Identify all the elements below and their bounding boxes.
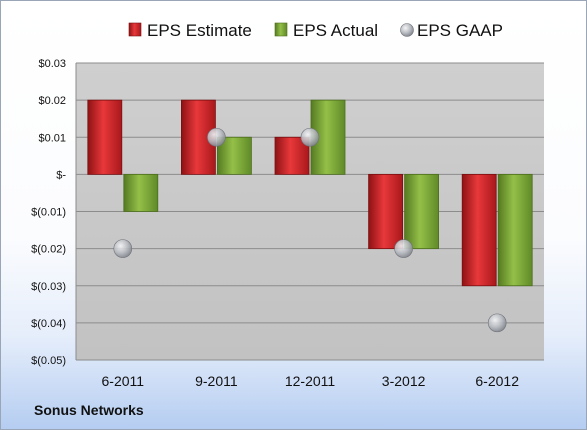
actual-bar — [123, 173, 159, 212]
x-category-label: 6-2012 — [475, 373, 519, 389]
y-tick-label: $(0.03) — [31, 281, 66, 293]
y-axis: $0.03 $0.02 $0.01 $- $(0.01) $(0.02) $(0.03) $(… — [31, 58, 77, 367]
gaap-marker — [487, 313, 507, 333]
gaap-marker — [300, 127, 320, 147]
gaap-markers — [113, 127, 507, 333]
gaap-marker — [394, 239, 413, 258]
legend: EPS Estimate EPS Actual EPS GAAP — [128, 21, 503, 40]
y-tick-label: $0.03 — [38, 58, 66, 70]
x-category-label: 9-2011 — [195, 373, 238, 389]
legend-label: EPS Actual — [293, 21, 378, 40]
bars — [87, 99, 533, 287]
y-tick-label: $(0.01) — [31, 207, 66, 219]
y-tick-label: $0.01 — [38, 132, 66, 144]
actual-bar — [497, 173, 533, 287]
gaap-marker — [113, 239, 133, 258]
x-axis: 6-2011 9-2011 12-2011 3-2012 6-2012 — [102, 373, 520, 389]
x-category-label: 3-2012 — [382, 373, 426, 389]
actual-bar — [404, 173, 440, 250]
y-tick-label: $(0.04) — [31, 318, 66, 330]
y-tick-label: $(0.05) — [31, 355, 66, 367]
estimate-bar — [368, 173, 404, 250]
legend-swatch — [400, 23, 414, 37]
legend-label: EPS Estimate — [147, 21, 252, 40]
legend-label: EPS GAAP — [417, 21, 503, 40]
y-tick-label: $(0.02) — [31, 244, 66, 256]
y-tick-label: $0.02 — [38, 95, 66, 107]
x-category-label: 12-2011 — [285, 373, 336, 389]
company-name: Sonus Networks — [34, 402, 144, 418]
gaap-marker — [207, 127, 226, 147]
legend-swatch — [274, 22, 288, 37]
estimate-bar — [461, 173, 497, 287]
legend-swatch — [128, 22, 142, 37]
x-category-label: 6-2011 — [102, 373, 145, 389]
y-tick-label: $- — [56, 169, 66, 181]
estimate-bar — [87, 99, 123, 175]
